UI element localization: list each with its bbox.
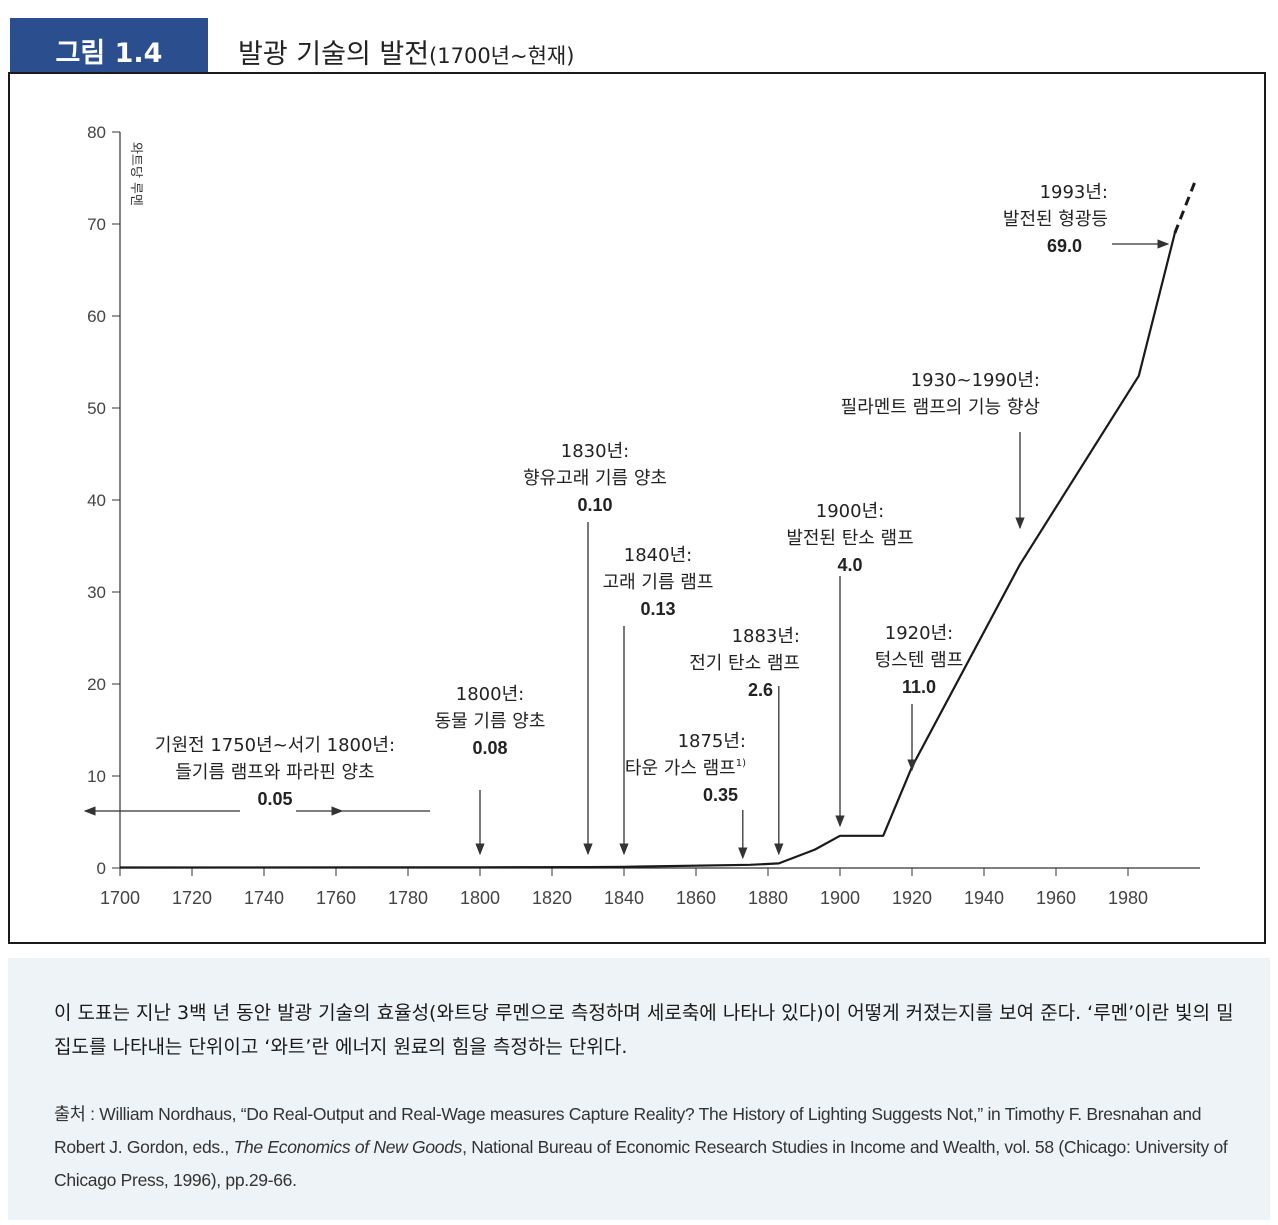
annotation-a1883-line-2: 전기 탄소 램프	[689, 653, 800, 674]
annotation-a1875: 1875년: 타운 가스 램프1) 0.35	[625, 731, 748, 860]
annotation-a1875-value: 0.35	[703, 785, 738, 805]
annotation-a1750-line-1: 기원전 1750년~서기 1800년:	[155, 735, 395, 756]
y-tick-label-40: 40	[87, 491, 106, 510]
annotation-a1840-line-1: 1840년:	[624, 545, 692, 566]
annotation-a1875-footnote: 1)	[736, 758, 746, 769]
lighting-efficiency-chart: 0 10 20 30 40 50 60 70 80 1700 1720 1740 1760 1780 180…	[83, 123, 1200, 908]
x-tick-label-1820: 1820	[532, 888, 572, 908]
annotation-a1875-line-1: 1875년:	[678, 731, 746, 752]
annotation-a1840-value: 0.13	[640, 599, 675, 619]
annotation-a1920-value: 11.0	[902, 677, 936, 697]
x-tick-label-1880: 1880	[748, 888, 788, 908]
annotation-a1900-line-1: 1900년:	[816, 501, 884, 522]
caption-box: 이 도표는 지난 3백 년 동안 발광 기술의 효율성(와트당 루멘으로 측정하…	[8, 958, 1270, 1220]
x-tick-label-1860: 1860	[676, 888, 716, 908]
source-citation: 출처 : William Nordhaus, “Do Real-Output a…	[54, 1098, 1234, 1197]
series-line-lumens-per-watt	[119, 232, 1176, 869]
x-tick-label-1800: 1800	[460, 888, 500, 908]
y-tick-label-70: 70	[87, 215, 106, 234]
series-dashed-extension	[1173, 177, 1198, 234]
x-tick-label-1740: 1740	[244, 888, 284, 908]
y-axis-label: 와트당 루멘	[128, 142, 143, 206]
annotation-a1920-line-1: 1920년:	[885, 623, 953, 644]
chart-series	[119, 177, 1198, 869]
annotation-a1830-line-1: 1830년:	[561, 441, 629, 462]
source-citation-post: , National Bureau of Economic Research S…	[54, 1137, 1228, 1190]
annotation-a1883-value: 2.6	[748, 680, 773, 700]
x-tick-label-1780: 1780	[388, 888, 428, 908]
annotation-a1883: 1883년: 전기 탄소 램프 2.6	[689, 626, 800, 856]
chart-annotations: 기원전 1750년~서기 1800년: 들기름 램프와 파라핀 양초 0.05 180…	[83, 182, 1170, 860]
annotation-a1900: 1900년: 발전된 탄소 램프 4.0	[786, 501, 914, 828]
x-tick-label-1840: 1840	[604, 888, 644, 908]
figure-header: 그림 1.4 발광 기술의 발전(1700년~현재)	[10, 18, 1268, 82]
x-tick-label-1920: 1920	[892, 888, 932, 908]
annotation-a1830: 1830년: 향유고래 기름 양초 0.10	[523, 441, 667, 856]
x-tick-label-1760: 1760	[316, 888, 356, 908]
source-book-title: The Economics of New Goods	[233, 1137, 463, 1157]
y-tick-label-0: 0	[97, 859, 106, 878]
annotation-a1830-line-2: 향유고래 기름 양초	[523, 468, 667, 489]
x-tick-label-1900: 1900	[820, 888, 860, 908]
annotation-a1750-value: 0.05	[257, 789, 292, 809]
figure-title: 발광 기술의 발전(1700년~현재)	[238, 32, 574, 71]
x-tick-label-1720: 1720	[172, 888, 212, 908]
x-tick-label-1980: 1980	[1108, 888, 1148, 908]
annotation-a1993-line-2: 발전된 형광등	[1003, 209, 1108, 230]
figure-title-main: 발광 기술의 발전	[238, 39, 430, 70]
annotation-a1750-line-2: 들기름 램프와 파라핀 양초	[175, 762, 374, 783]
y-tick-label-50: 50	[87, 399, 106, 418]
source-citation-pre: 출처 : William Nordhaus, “Do Real-Output a…	[54, 1104, 1202, 1157]
annotation-a1920: 1920년: 텅스텐 램프 11.0	[875, 623, 964, 772]
x-tick-label-1940: 1940	[964, 888, 1004, 908]
caption-text: 이 도표는 지난 3백 년 동안 발광 기술의 효율성(와트당 루멘으로 측정하…	[54, 1002, 1234, 1058]
annotation-a1875-line-2: 타운 가스 램프1)	[625, 758, 746, 779]
x-tick-label-1700: 1700	[100, 888, 140, 908]
annotation-a1840: 1840년: 고래 기름 램프 0.13	[603, 545, 714, 856]
annotation-a1800-value: 0.08	[472, 738, 507, 758]
annotation-a1930-line-1: 1930~1990년:	[911, 370, 1040, 391]
annotation-a1800-line-1: 1800년:	[456, 684, 524, 705]
annotation-a1800-line-2: 동물 기름 양초	[435, 711, 546, 732]
x-tick-label-1960: 1960	[1036, 888, 1076, 908]
y-tick-label-80: 80	[87, 123, 106, 142]
y-tick-label-10: 10	[87, 767, 106, 786]
figure-title-range: (1700년~현재)	[429, 44, 575, 68]
chart-frame: 0 10 20 30 40 50 60 70 80 1700 1720 1740 1760 1780 180…	[8, 72, 1266, 944]
y-tick-label-60: 60	[87, 307, 106, 326]
annotation-a1830-value: 0.10	[577, 495, 612, 515]
annotation-a1900-line-2: 발전된 탄소 램프	[786, 528, 913, 549]
y-tick-label-30: 30	[87, 583, 106, 602]
annotation-a1930-line-2: 필라멘트 램프의 기능 향상	[841, 397, 1040, 418]
annotation-a1993: 1993년: 발전된 형광등 69.0	[1003, 182, 1170, 256]
annotation-a1800: 1800년: 동물 기름 양초 0.08	[435, 684, 546, 856]
annotation-a1930: 1930~1990년: 필라멘트 램프의 기능 향상	[841, 370, 1040, 530]
annotation-a1840-line-2: 고래 기름 램프	[603, 572, 714, 593]
figure-number-tag: 그림 1.4	[10, 18, 208, 82]
chart-axes: 0 10 20 30 40 50 60 70 80 1700 1720 1740 1760 1780 180…	[87, 123, 1200, 908]
annotation-a1993-line-1: 1993년:	[1040, 182, 1108, 203]
annotation-a1993-value: 69.0	[1047, 236, 1082, 256]
y-tick-label-20: 20	[87, 675, 106, 694]
annotation-a1900-value: 4.0	[837, 555, 862, 575]
annotation-a1920-line-2: 텅스텐 램프	[875, 650, 964, 671]
annotation-a1883-line-1: 1883년:	[732, 626, 800, 647]
annotation-a1750: 기원전 1750년~서기 1800년: 들기름 램프와 파라핀 양초 0.05	[83, 735, 430, 816]
